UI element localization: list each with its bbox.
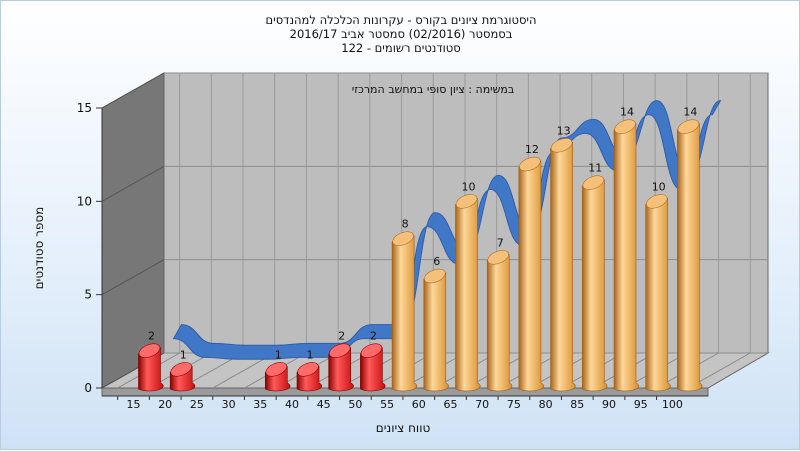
side-gridline bbox=[101, 165, 165, 202]
bar-value-label: 2 bbox=[370, 330, 377, 343]
bar-value-label: 11 bbox=[588, 162, 602, 175]
x-tick-label: 40 bbox=[285, 398, 299, 411]
bar-95: 10 bbox=[645, 180, 671, 392]
x-tick-label: 20 bbox=[158, 398, 172, 411]
x-tick-label: 60 bbox=[412, 398, 426, 411]
bar-value-label: 1 bbox=[180, 348, 187, 361]
y-tick-label: 5 bbox=[84, 288, 92, 302]
x-tick-label: 75 bbox=[507, 398, 521, 411]
bar-body bbox=[645, 197, 671, 392]
bar-cap bbox=[265, 362, 288, 377]
bar-20: 1 bbox=[169, 348, 196, 392]
bar-value-label: 8 bbox=[402, 218, 409, 231]
bar-cap bbox=[677, 119, 700, 134]
bar-value-label: 2 bbox=[148, 330, 155, 343]
bar-cap bbox=[550, 138, 573, 153]
bar-value-label: 2 bbox=[338, 330, 345, 343]
bar-body bbox=[486, 253, 513, 392]
y-tick-label: 0 bbox=[84, 381, 92, 395]
bar-cap bbox=[582, 175, 605, 190]
bar-cap bbox=[455, 194, 478, 209]
x-tick-label: 100 bbox=[662, 398, 683, 411]
bar-cap bbox=[170, 362, 192, 377]
bar-15: 2 bbox=[138, 330, 164, 392]
bar-80: 13 bbox=[550, 124, 576, 392]
bar-85: 11 bbox=[582, 162, 608, 392]
bar-value-label: 13 bbox=[557, 124, 571, 137]
x-tick-label: 65 bbox=[444, 398, 458, 411]
bar-35: 1 bbox=[265, 348, 291, 392]
bar-body bbox=[518, 160, 544, 392]
bar-cap bbox=[645, 194, 668, 209]
bar-cap bbox=[487, 250, 509, 265]
bar-75: 12 bbox=[518, 143, 544, 392]
bar-100: 14 bbox=[677, 106, 703, 392]
bar-cap bbox=[519, 156, 541, 172]
bar-60: 6 bbox=[423, 255, 449, 392]
bar-body bbox=[677, 123, 703, 392]
x-tick-label: 45 bbox=[317, 398, 331, 411]
x-axis-title: טווח ציונים bbox=[376, 421, 431, 435]
bar-cap bbox=[360, 343, 383, 358]
bar-value-label: 10 bbox=[462, 180, 476, 193]
bar-65: 10 bbox=[455, 180, 481, 392]
bar-cap bbox=[392, 231, 414, 246]
bar-cap bbox=[138, 343, 161, 358]
x-tick-label: 30 bbox=[222, 398, 236, 411]
chart-title: היסטוגרמת ציונים בקורס - עקרונות הכלכלה … bbox=[265, 13, 537, 27]
bar-45: 2 bbox=[328, 330, 354, 392]
bar-body bbox=[613, 123, 640, 392]
chart-annotation: במשימה : ציון סופי במחשב המרכזי bbox=[352, 83, 515, 96]
x-tick-label: 55 bbox=[380, 398, 394, 411]
bar-cap bbox=[614, 119, 636, 134]
x-tick-label: 35 bbox=[253, 398, 267, 411]
chart-subtitle-semester: בסמסטר (02/2016) סמסטר אביב 2016/17 bbox=[289, 27, 513, 41]
bar-value-label: 1 bbox=[275, 348, 282, 361]
x-tick-label: 85 bbox=[570, 398, 584, 411]
x-tick-label: 90 bbox=[602, 398, 616, 411]
bar-value-label: 6 bbox=[433, 255, 440, 268]
chart-subtitle-students: סטודנטים רשומים - 122 bbox=[341, 41, 461, 55]
side-gridline bbox=[101, 259, 165, 296]
bar-body bbox=[328, 347, 354, 392]
bar-body bbox=[423, 272, 449, 392]
bar-value-label: 7 bbox=[497, 236, 504, 249]
bar-body bbox=[360, 347, 386, 392]
bar-value-label: 12 bbox=[525, 143, 539, 156]
y-tick-label: 15 bbox=[77, 101, 92, 115]
bar-40: 1 bbox=[296, 348, 323, 392]
x-tick-label: 70 bbox=[475, 398, 489, 411]
x-tick-label: 95 bbox=[634, 398, 648, 411]
bar-cap bbox=[424, 268, 446, 284]
bar-55: 8 bbox=[391, 218, 418, 392]
bar-body bbox=[455, 197, 481, 392]
y-tick-label: 10 bbox=[77, 194, 92, 208]
bar-body bbox=[550, 141, 576, 392]
bar-body bbox=[391, 235, 418, 392]
bar-value-label: 10 bbox=[652, 180, 666, 193]
x-tick-label: 15 bbox=[127, 398, 141, 411]
bar-body bbox=[138, 347, 164, 392]
bar-body bbox=[582, 179, 608, 392]
bar-70: 7 bbox=[486, 236, 513, 392]
bar-value-label: 14 bbox=[620, 106, 634, 119]
bar-cap bbox=[297, 362, 319, 377]
y-axis-title: מספר סטודנטים bbox=[32, 207, 46, 290]
bar-50: 2 bbox=[360, 330, 386, 392]
bar-value-label: 14 bbox=[683, 106, 697, 119]
bar-90: 14 bbox=[613, 106, 640, 392]
bar-value-label: 1 bbox=[307, 348, 314, 361]
side-gridline bbox=[101, 72, 165, 109]
x-tick-label: 80 bbox=[539, 398, 553, 411]
x-tick-label: 25 bbox=[190, 398, 204, 411]
trend-ribbon bbox=[172, 100, 722, 360]
bar-cap bbox=[328, 343, 351, 358]
x-tick-label: 50 bbox=[348, 398, 362, 411]
